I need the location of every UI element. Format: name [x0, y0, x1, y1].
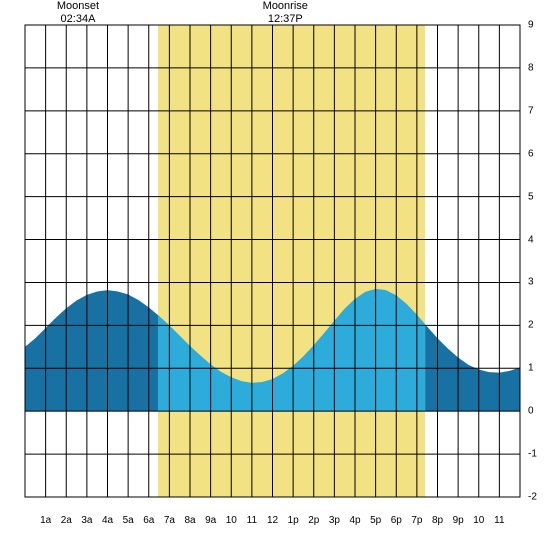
x-tick-label: 7a — [164, 515, 175, 526]
chart-svg — [0, 0, 550, 550]
moonrise-annotation: Moonrise12:37P — [263, 0, 308, 26]
x-tick-label: 1p — [288, 515, 299, 526]
x-tick-label: 6p — [391, 515, 402, 526]
x-tick-label: 10 — [473, 515, 484, 526]
x-tick-label: 9p — [453, 515, 464, 526]
x-tick-label: 6a — [143, 515, 154, 526]
x-tick-label: 4a — [102, 515, 113, 526]
y-tick-label: -1 — [528, 449, 537, 460]
tide-chart: 1a2a3a4a5a6a7a8a9a1011121p2p3p4p5p6p7p8p… — [0, 0, 550, 550]
x-tick-label: 11 — [247, 515, 257, 526]
x-tick-label: 3a — [81, 515, 92, 526]
y-tick-label: 7 — [528, 105, 534, 116]
y-tick-label: 6 — [528, 148, 534, 159]
moonset-label: Moonset — [57, 0, 99, 12]
x-tick-label: 11 — [494, 515, 504, 526]
x-tick-label: 2p — [308, 515, 319, 526]
x-tick-label: 8a — [184, 515, 195, 526]
moonrise-time: 12:37P — [263, 13, 308, 26]
x-tick-label: 1a — [40, 515, 51, 526]
x-tick-label: 8p — [432, 515, 443, 526]
x-tick-label: 2a — [61, 515, 72, 526]
x-tick-label: 5p — [370, 515, 381, 526]
x-tick-label: 5a — [123, 515, 134, 526]
y-tick-label: 0 — [528, 406, 534, 417]
moonset-time: 02:34A — [57, 13, 99, 26]
moonrise-label: Moonrise — [263, 0, 308, 12]
daylight-band — [158, 25, 425, 497]
y-tick-label: 3 — [528, 277, 534, 288]
y-tick-label: 5 — [528, 191, 534, 202]
y-tick-label: 9 — [528, 20, 534, 31]
y-tick-label: 2 — [528, 320, 534, 331]
x-tick-label: 7p — [411, 515, 422, 526]
x-tick-label: 9a — [205, 515, 216, 526]
x-tick-label: 3p — [329, 515, 340, 526]
y-tick-label: -2 — [528, 492, 537, 503]
y-tick-label: 1 — [528, 363, 534, 374]
x-tick-label: 10 — [226, 515, 237, 526]
moonset-annotation: Moonset02:34A — [57, 0, 99, 26]
y-tick-label: 8 — [528, 62, 534, 73]
x-tick-label: 12 — [267, 515, 278, 526]
x-tick-label: 4p — [349, 515, 360, 526]
y-tick-label: 4 — [528, 234, 534, 245]
